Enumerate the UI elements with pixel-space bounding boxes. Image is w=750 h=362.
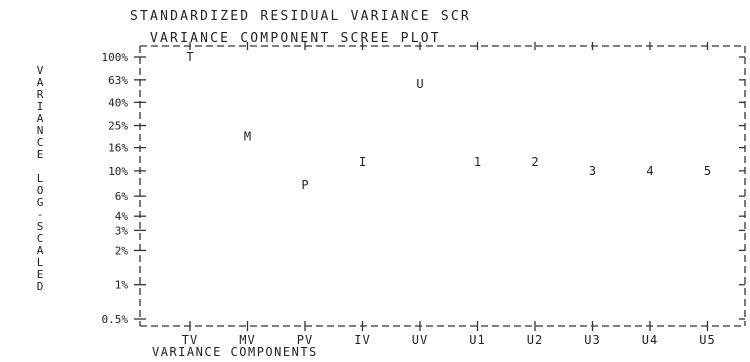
x-tick-label: U5 [699,333,715,347]
y-tick-label: 63% [108,74,128,87]
y-tick-label: 0.5% [102,313,129,326]
data-point: 5 [704,164,711,178]
y-axis-label-char: G [37,196,44,209]
y-tick-label: 1% [115,279,129,292]
y-axis-label-char: E [37,148,44,161]
data-point: 4 [646,164,653,178]
y-axis-label-char: R [37,88,44,101]
data-point: 1 [474,155,481,169]
y-tick-label: 16% [108,142,128,155]
data-point: I [359,155,366,169]
y-axis-label-char: V [37,64,44,77]
data-point: M [244,130,251,144]
plot-frame [139,45,746,327]
data-point: P [301,178,308,192]
y-tick-label: 10% [108,165,128,178]
y-axis-label-char: D [37,280,44,293]
y-tick-label: 3% [115,224,129,237]
x-tick-label: U3 [584,333,600,347]
y-axis-label-char: C [37,136,44,149]
x-tick-label: TV [182,333,198,347]
y-tick-label: 4% [115,210,129,223]
y-axis-ticks: 100% 63% 40% 25% 16% 10% 6% 4%3% 2% 1% 0.5% [102,51,745,326]
data-point: 3 [589,164,596,178]
y-axis-label-char: A [37,112,44,125]
y-axis-label-char: L [37,172,44,185]
x-tick-label: U2 [527,333,543,347]
y-axis-label-char: E [37,268,44,281]
y-tick-label: 2% [115,244,129,257]
x-tick-label: IV [354,333,370,347]
y-tick-label: 40% [108,96,128,109]
y-axis-label-char: L [37,256,44,269]
y-axis-label-char: N [37,124,44,137]
y-axis-label-char: - [37,208,44,221]
x-axis-label: VARIANCE COMPONENTS [152,345,318,359]
x-axis-ticks: TV MV PV IV UV U1 U2 U3 U4 U5 [182,42,715,347]
data-point: 2 [531,155,538,169]
chart-subtitle: VARIANCE COMPONENT SCREE PLOT [150,31,441,46]
data-points: T M P I U 1 2 3 4 5 [186,50,711,192]
y-tick-label: 6% [115,190,129,203]
chart-title: STANDARDIZED RESIDUAL VARIANCE SCR [130,9,471,24]
y-tick-label: 100% [102,51,129,64]
y-tick-label: 25% [108,120,128,133]
data-point: T [186,50,193,64]
y-axis-label-char: A [37,76,44,89]
x-tick-label: U1 [469,333,485,347]
y-axis-label-char: S [37,220,44,233]
x-tick-label: PV [297,333,313,347]
y-axis-label-char: O [37,184,44,197]
x-tick-label: MV [239,333,255,347]
data-point: U [416,77,423,91]
y-axis-label-char: A [37,244,44,257]
y-axis-label-char: I [37,100,44,113]
x-tick-label: UV [412,333,428,347]
x-tick-label: U4 [642,333,658,347]
y-axis-label-char: C [37,232,44,245]
